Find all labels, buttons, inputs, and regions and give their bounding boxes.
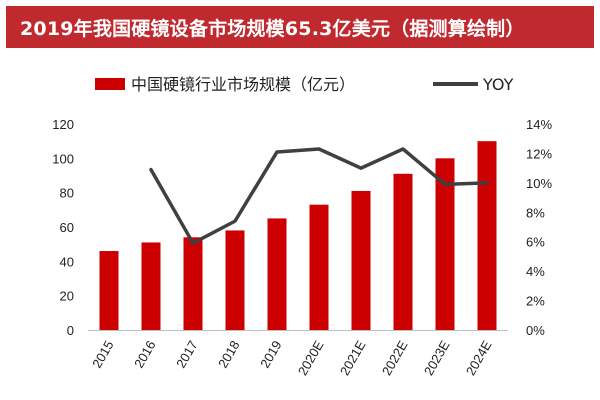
y-right-tick-label: 4%: [526, 264, 545, 279]
y-left-tick-label: 120: [52, 117, 74, 132]
chart-title: 2019年我国硬镜设备市场规模65.3亿美元（据测算绘制）: [20, 17, 525, 40]
y-right-tick-label: 10%: [526, 176, 552, 191]
x-tick-label: 2022E: [379, 338, 411, 378]
y-left-tick-label: 20: [60, 289, 74, 304]
title-bar: 2019年我国硬镜设备市场规模65.3亿美元（据测算绘制）: [6, 6, 594, 48]
bar-2024E: [477, 141, 497, 330]
y-axis-left: 0 20 40 60 80 100 120: [52, 117, 74, 338]
y-left-tick-label: 80: [60, 186, 74, 201]
x-tick-label: 2021E: [337, 338, 369, 378]
yoy-line: [149, 147, 489, 245]
bar-2018: [225, 230, 245, 330]
y-left-tick-label: 40: [60, 254, 74, 269]
y-left-tick-label: 0: [67, 323, 74, 338]
bar-2021E: [351, 190, 371, 330]
y-axis-right: 0% 2% 4% 6% 8% 10% 12% 14%: [526, 117, 552, 338]
legend-bar-label: 中国硬镜行业市场规模（亿元）: [131, 75, 355, 94]
bar-2016: [141, 242, 161, 330]
y-left-tick-label: 100: [52, 151, 74, 166]
legend-line-label: YOY: [482, 75, 514, 94]
bar-2020E: [309, 204, 329, 330]
x-tick-label: 2016: [131, 338, 158, 371]
bar-2015: [99, 251, 119, 330]
x-tick-label: 2024E: [463, 338, 495, 378]
x-tick-label: 2015: [89, 338, 116, 371]
bar-2019: [267, 218, 287, 330]
legend-bar-swatch: [95, 78, 125, 90]
bar-series: [99, 141, 497, 330]
x-tick-label: 2018: [215, 338, 242, 371]
y-right-tick-label: 2%: [526, 294, 545, 309]
x-tick-label: 2017: [173, 338, 200, 371]
y-right-tick-label: 14%: [526, 117, 552, 132]
yoy-line-series: [149, 147, 489, 245]
x-tick-label: 2023E: [421, 338, 453, 378]
y-right-tick-label: 0%: [526, 323, 545, 338]
bar-2022E: [393, 173, 413, 330]
y-right-tick-label: 6%: [526, 235, 545, 250]
bar-2023E: [435, 158, 455, 330]
x-axis-ticks: 2015 2016 2017 2018 2019 2020E 2021E 2022E 2023E…: [89, 338, 495, 378]
x-tick-label: 2020E: [295, 338, 327, 378]
y-right-tick-label: 8%: [526, 205, 545, 220]
bar-2017: [183, 237, 203, 330]
x-tick-label: 2019: [257, 338, 284, 371]
y-left-tick-label: 60: [60, 220, 74, 235]
legend: 中国硬镜行业市场规模（亿元） YOY: [95, 75, 514, 94]
y-right-tick-label: 12%: [526, 146, 552, 161]
